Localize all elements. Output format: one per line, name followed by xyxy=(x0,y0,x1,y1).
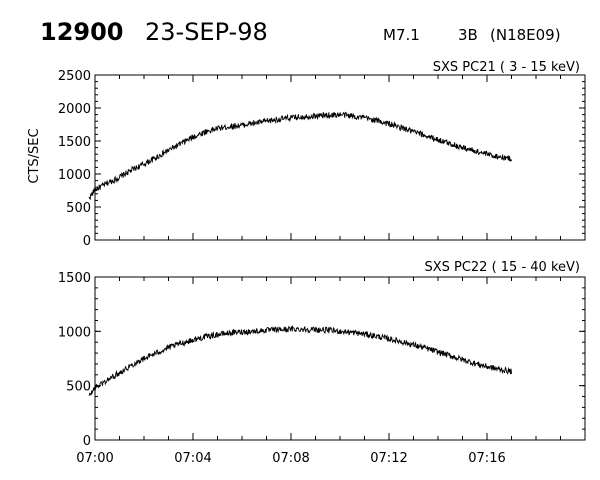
x-tick-label: 07:00 xyxy=(76,451,113,466)
y-tick-label: 2000 xyxy=(58,102,91,117)
y-tick-label: 500 xyxy=(66,201,91,216)
top-panel-title: SXS PC21 ( 3 - 15 keV) xyxy=(433,60,580,75)
event-date: 23-SEP-98 xyxy=(145,18,268,46)
series-line xyxy=(88,324,512,396)
flare-class: M7.1 xyxy=(383,26,420,44)
series-line xyxy=(88,111,512,200)
y-tick-label: 1000 xyxy=(58,168,91,183)
x-tick-label: 07:08 xyxy=(272,451,309,466)
y-tick-label: 2500 xyxy=(58,69,91,84)
optical-class: 3B xyxy=(458,26,478,44)
event-id: 12900 xyxy=(40,18,124,46)
x-tick-label: 07:16 xyxy=(468,451,505,466)
y-tick-label: 500 xyxy=(66,380,91,395)
y-tick-label: 0 xyxy=(83,434,91,449)
y-tick-label: 1500 xyxy=(58,271,91,286)
top-panel-frame xyxy=(94,74,586,241)
bottom-panel-title: SXS PC22 ( 15 - 40 keV) xyxy=(424,260,580,275)
x-tick-label: 07:12 xyxy=(370,451,407,466)
chart-marks: 0 500 1000 1500 2000 2500 0 500 1000 1500 07:00 07:… xyxy=(58,69,586,466)
bottom-panel-frame xyxy=(94,276,586,441)
y-tick-label: 1000 xyxy=(58,325,91,340)
y-tick-label: 0 xyxy=(83,234,91,249)
y-tick-label: 1500 xyxy=(58,135,91,150)
flare-location: (N18E09) xyxy=(490,26,561,44)
x-tick-label: 07:04 xyxy=(174,451,211,466)
top-panel-y-axis-label: CTS/SEC xyxy=(27,128,42,183)
